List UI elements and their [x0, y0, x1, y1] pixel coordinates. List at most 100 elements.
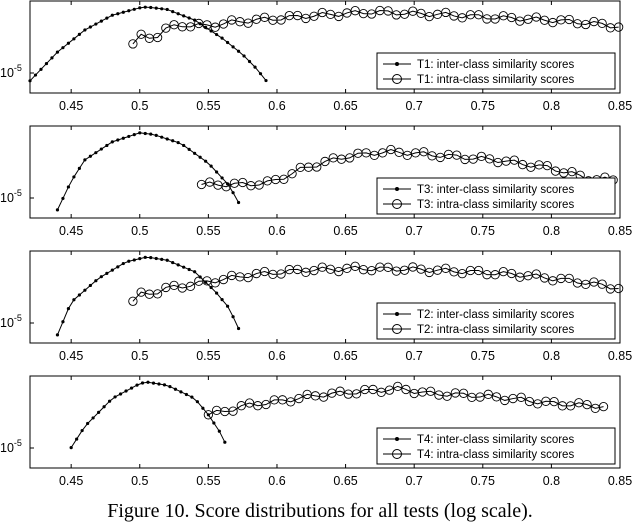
data-point-dot: [121, 136, 125, 140]
data-point-dot: [39, 67, 43, 71]
data-point-circle: [287, 169, 297, 179]
legend-box: [376, 427, 616, 465]
data-point-dot: [69, 446, 73, 450]
data-point-dot: [28, 79, 32, 83]
data-point-dot: [225, 304, 230, 308]
data-point-circle: [548, 276, 558, 286]
data-point-circle: [309, 11, 319, 21]
data-point-circle: [312, 162, 322, 172]
legend-entry-label: T3: inter-class similarity scores: [417, 184, 574, 196]
x-tick-label: 0.75: [471, 99, 495, 113]
data-point-circle: [564, 273, 574, 284]
legend-box: [376, 177, 616, 215]
data-point-dot: [61, 196, 65, 201]
data-point-dot: [231, 315, 235, 319]
chart-panel-3: 0.45 0.5 0.55 0.6 0.65 0.7 0.75 0.8 0.85 10-5 T2: …: [0, 250, 632, 363]
data-point-circle: [218, 19, 229, 29]
x-tick-label: 0.45: [59, 349, 83, 363]
data-point-dot: [176, 263, 180, 267]
x-tick-label: 0.75: [471, 224, 495, 238]
data-point-dot: [253, 65, 257, 69]
data-point-dot: [83, 288, 87, 292]
data-point-dot: [138, 257, 142, 261]
x-tick-label: 0.45: [59, 99, 83, 113]
data-point-dot: [171, 139, 175, 143]
x-tick-label: 0.5: [131, 349, 148, 363]
x-tick-label: 0.8: [543, 224, 560, 238]
data-point-dot: [160, 257, 164, 262]
data-point-circle: [474, 265, 484, 276]
data-point-circle: [254, 180, 264, 190]
chart-panel-2: 0.45 0.5 0.55 0.6 0.65 0.7 0.75 0.8 0.85 10-5 T3: …: [0, 125, 632, 238]
data-point-circle: [516, 392, 526, 402]
data-point-circle: [334, 11, 344, 22]
data-point-circle: [368, 384, 378, 395]
data-point-dot: [236, 326, 241, 331]
data-point-dot: [124, 389, 128, 393]
data-point-circle: [236, 401, 246, 411]
data-point-dot: [88, 25, 92, 29]
data-point-circle: [185, 281, 196, 291]
data-point-circle: [597, 279, 607, 289]
data-point-dot: [176, 12, 180, 16]
data-point-circle: [613, 22, 624, 32]
data-point-dot: [157, 382, 161, 386]
x-tick-label: 0.8: [543, 349, 560, 363]
x-tick-label: 0.7: [405, 99, 422, 113]
x-tick-label: 0.7: [405, 349, 422, 363]
data-point-circle: [309, 265, 319, 276]
data-point-dot: [66, 41, 71, 45]
data-point-circle: [383, 6, 393, 16]
data-point-circle: [276, 269, 286, 279]
data-point-circle: [210, 278, 220, 288]
legend-circle-marker: [392, 199, 402, 209]
data-point-circle: [485, 154, 495, 164]
x-tick-label: 0.85: [608, 224, 632, 238]
data-point-circle: [367, 266, 377, 276]
chart-panel-4: 0.45 0.5 0.55 0.6 0.65 0.7 0.75 0.8 0.85 10-5 T4: …: [0, 375, 632, 488]
data-point-dot: [162, 383, 167, 387]
data-point-circle: [491, 392, 502, 402]
data-point-dot: [165, 258, 169, 262]
data-point-circle: [383, 262, 393, 272]
data-point-dot: [99, 19, 103, 23]
data-point-dot: [55, 333, 60, 337]
data-point-circle: [152, 32, 163, 43]
x-tick-label: 0.55: [196, 349, 220, 363]
data-point-circle: [261, 399, 271, 410]
data-point-dot: [209, 164, 213, 168]
data-point-dot: [86, 421, 90, 426]
axes-frame: [29, 125, 621, 219]
data-point-circle: [565, 401, 576, 411]
data-point-dot: [198, 155, 202, 159]
x-tick-label: 0.8: [543, 99, 560, 113]
data-point-circle: [228, 406, 238, 416]
series-line-1: [29, 6, 267, 82]
data-point-dot: [105, 16, 109, 20]
legend-dot-marker: [395, 62, 399, 66]
data-point-circle: [185, 22, 196, 32]
data-point-dot: [110, 268, 114, 272]
y-tick-label: 10-5: [0, 438, 22, 455]
data-point-dot: [99, 147, 103, 151]
legend-circle-marker: [392, 324, 402, 334]
data-point-dot: [110, 13, 114, 17]
x-tick-label: 0.45: [59, 224, 83, 238]
data-point-dot: [116, 12, 120, 16]
data-point-dot: [138, 6, 142, 10]
figure-panels: 0.45 0.5 0.55 0.6 0.65 0.7 0.75 0.8 0.85 10-5 T1: …: [0, 0, 632, 488]
data-point-dot: [116, 265, 120, 269]
data-point-circle: [393, 381, 403, 392]
data-point-dot: [50, 56, 54, 60]
data-point-dot: [143, 5, 147, 9]
data-point-circle: [243, 18, 253, 28]
x-tick-label: 0.75: [471, 349, 495, 363]
data-point-dot: [105, 271, 109, 275]
data-point-circle: [598, 401, 609, 412]
data-point-circle: [161, 23, 171, 33]
data-point-circle: [564, 14, 574, 25]
legend-entry-label: T2: inter-class similarity scores: [417, 309, 574, 321]
data-point-circle: [351, 389, 362, 399]
data-point-dot: [179, 390, 183, 394]
x-tick-label: 0.65: [333, 474, 357, 488]
